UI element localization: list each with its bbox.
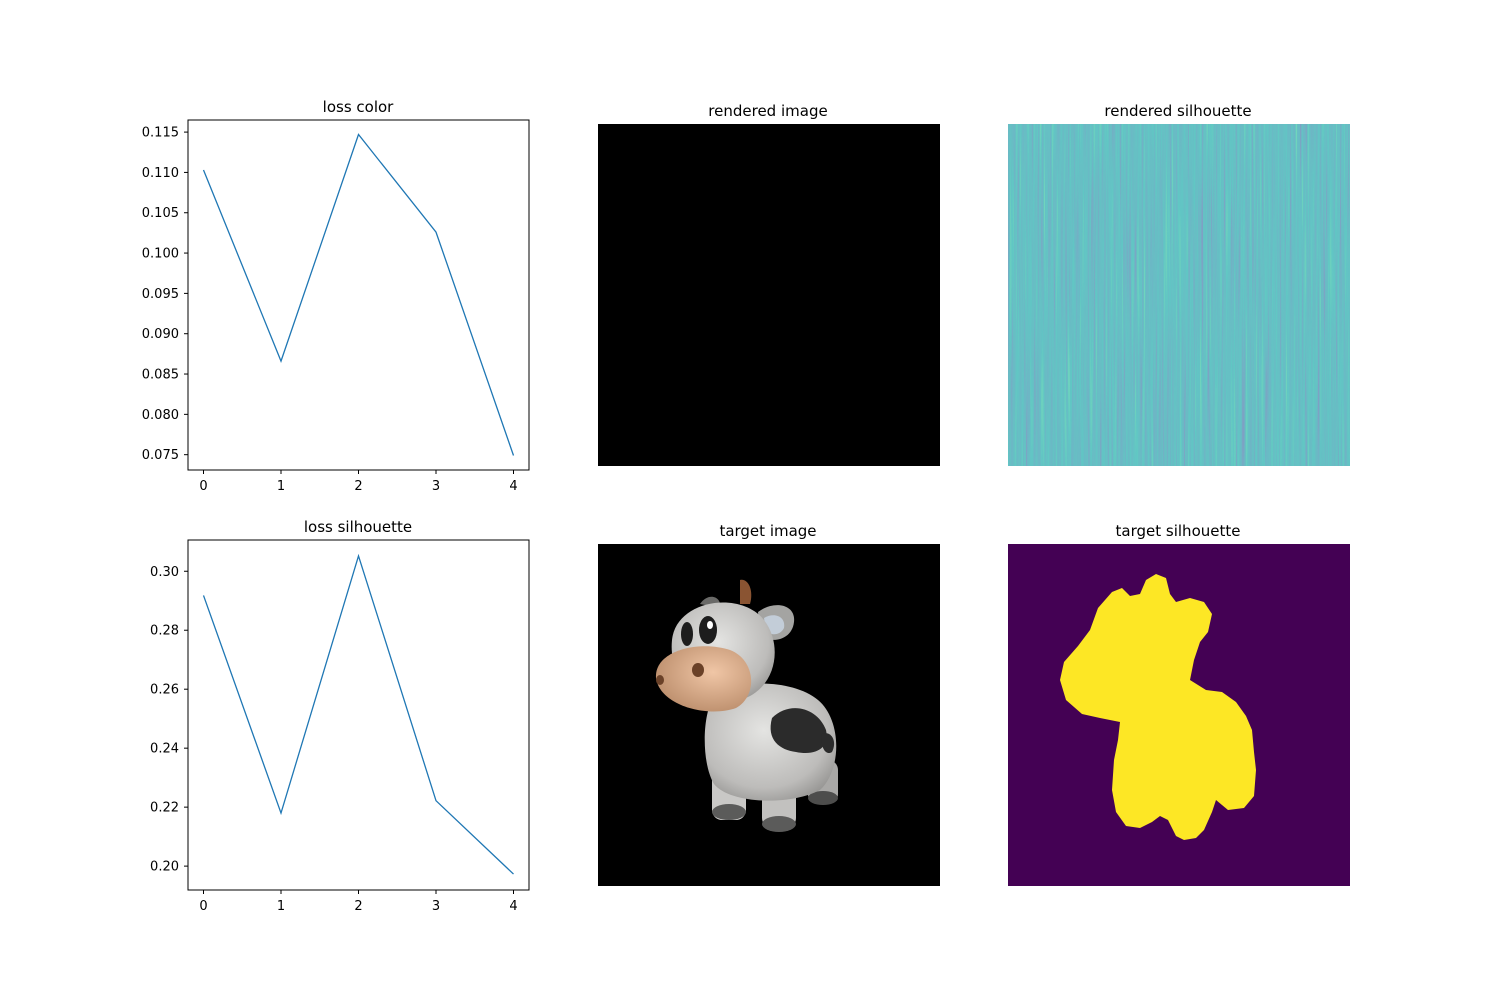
y-tick-label: 0.30 xyxy=(150,565,179,580)
y-tick-label: 0.110 xyxy=(142,166,179,181)
loss-silhouette-plot: 0 1 2 3 4 0.20 0.22 0.24 0.26 0.28 0.30 xyxy=(150,539,530,914)
x-tick-label: 2 xyxy=(354,899,362,914)
series-line xyxy=(202,553,514,875)
y-tick-label: 0.090 xyxy=(142,327,179,342)
x-tick-label: 1 xyxy=(277,899,285,914)
loss-silhouette-panel: loss silhouette 0 1 2 3 4 0.20 0.22 0.24 0.26 0.2… xyxy=(150,518,530,914)
cow-toy-image xyxy=(655,579,838,832)
y-tick-label: 0.105 xyxy=(142,206,179,221)
rendered-image-title: rendered image xyxy=(708,102,827,120)
x-tick-label: 1 xyxy=(277,479,285,494)
target-image-panel: target image xyxy=(598,522,940,886)
y-tick-label: 0.28 xyxy=(150,624,179,639)
loss-silhouette-title: loss silhouette xyxy=(304,518,412,536)
y-tick-label: 0.26 xyxy=(150,683,179,698)
loss-color-title: loss color xyxy=(323,98,395,116)
target-silhouette-panel: target silhouette xyxy=(1008,522,1350,886)
rendered-silhouette-image xyxy=(1008,124,1350,466)
loss-color-plot: 0 1 2 3 4 0.075 0.080 0.085 0.090 0.095 0.100 0.105… xyxy=(142,119,530,494)
y-tick-label: 0.085 xyxy=(142,368,179,383)
rendered-silhouette-panel: rendered silhouette xyxy=(1008,102,1350,466)
y-tick-label: 0.095 xyxy=(142,287,179,302)
axes-frame xyxy=(187,119,530,471)
y-tick-label: 0.20 xyxy=(150,860,179,875)
target-silhouette-title: target silhouette xyxy=(1116,522,1241,540)
rendered-image xyxy=(598,124,940,466)
loss-color-panel: loss color 0 1 2 3 4 0.075 0.080 0.085 0.090 0.09… xyxy=(142,98,530,494)
rendered-image-panel: rendered image xyxy=(598,102,940,466)
x-tick-label: 3 xyxy=(432,479,440,494)
target-image-title: target image xyxy=(719,522,816,540)
x-tick-label: 3 xyxy=(432,899,440,914)
series-line xyxy=(202,133,515,456)
y-tick-label: 0.115 xyxy=(142,126,179,141)
y-tick-label: 0.080 xyxy=(142,408,179,423)
x-tick-label: 4 xyxy=(509,899,517,914)
target-silhouette-shape xyxy=(1060,574,1256,840)
x-tick-label: 2 xyxy=(354,479,362,494)
x-tick-label: 4 xyxy=(509,479,517,494)
x-tick-label: 0 xyxy=(199,479,207,494)
y-tick-label: 0.100 xyxy=(142,247,179,262)
y-tick-label: 0.075 xyxy=(142,448,179,463)
rendered-silhouette-title: rendered silhouette xyxy=(1104,102,1251,120)
axes-frame xyxy=(187,539,530,891)
y-tick-label: 0.24 xyxy=(150,742,179,757)
x-tick-label: 0 xyxy=(199,899,207,914)
y-tick-label: 0.22 xyxy=(150,801,179,816)
